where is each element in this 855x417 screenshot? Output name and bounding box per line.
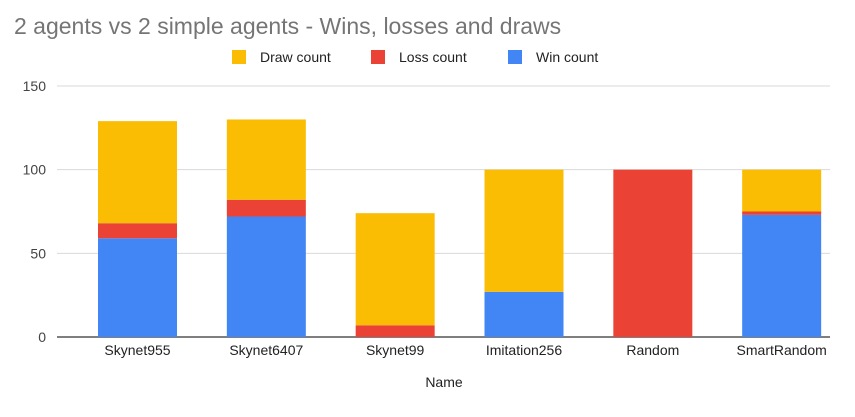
bar-win-count-smartrandom	[742, 214, 822, 337]
bar-loss-count-skynet99	[355, 325, 435, 337]
y-tick-label: 0	[38, 329, 46, 345]
legend: Draw count Loss count Win count	[232, 49, 598, 65]
x-tick-label: Skynet955	[104, 342, 170, 358]
chart-title: 2 agents vs 2 simple agents - Wins, loss…	[14, 13, 561, 39]
bar-win-count-skynet6407	[226, 216, 306, 337]
legend-swatch	[232, 50, 246, 64]
y-tick-label: 50	[30, 245, 46, 261]
gridlines	[57, 85, 830, 338]
x-tick-label: Skynet99	[366, 342, 425, 358]
legend-label: Win count	[536, 49, 598, 65]
bar-draw-count-skynet99	[355, 213, 435, 326]
legend-swatch	[508, 50, 522, 64]
legend-item-win-count: Win count	[508, 49, 598, 65]
bar-loss-count-skynet955	[98, 223, 177, 239]
x-tick-label: Random	[626, 342, 679, 358]
bar-loss-count-smartrandom	[742, 211, 822, 215]
x-axis: Skynet955 Skynet6407 Skynet99 Imitation256 R…	[104, 342, 826, 358]
bar-draw-count-skynet6407	[226, 119, 306, 200]
legend-item-draw-count: Draw count	[232, 49, 331, 65]
bar-draw-count-imitation256	[484, 169, 564, 292]
y-tick-label: 150	[23, 78, 47, 94]
legend-label: Draw count	[260, 49, 331, 65]
bar-loss-count-random	[613, 169, 693, 337]
bar-loss-count-skynet6407	[226, 199, 306, 217]
bars	[98, 119, 822, 337]
x-axis-title: Name	[425, 374, 463, 390]
bar-win-count-skynet955	[98, 238, 177, 337]
legend-label: Loss count	[399, 49, 467, 65]
x-tick-label: SmartRandom	[737, 342, 827, 358]
y-axis: 0 50 100 150	[23, 78, 47, 345]
bar-draw-count-skynet955	[98, 121, 177, 224]
bar-draw-count-smartrandom	[742, 169, 822, 212]
bar-win-count-imitation256	[484, 291, 564, 337]
x-tick-label: Imitation256	[486, 342, 562, 358]
legend-item-loss-count: Loss count	[371, 49, 467, 65]
y-tick-label: 100	[23, 162, 47, 178]
x-tick-label: Skynet6407	[229, 342, 303, 358]
legend-swatch	[371, 50, 385, 64]
